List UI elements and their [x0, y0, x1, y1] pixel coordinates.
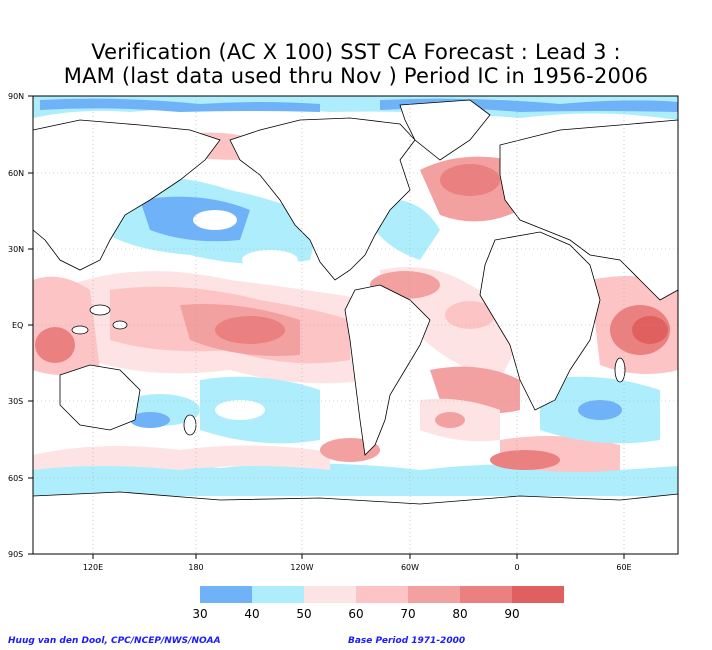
map-title-line-1: Verification (AC X 100) SST CA Forecast …: [91, 40, 621, 64]
south-america-land: [344, 284, 431, 456]
lon-label-120w: 120W: [290, 563, 313, 572]
maritime-continent-island: [112, 320, 128, 330]
lon-label-180: 180: [188, 563, 203, 572]
legend-label-50: 50: [296, 607, 311, 621]
graticule: [33, 96, 678, 554]
antarctica-land: [33, 491, 678, 554]
legend-label-60: 60: [348, 607, 363, 621]
legend-swatch-60-70: [356, 586, 408, 603]
legend-swatch-30-40: [200, 586, 252, 603]
north-america-land: [229, 117, 416, 281]
greenland-land: [399, 99, 491, 161]
legend-label-90: 90: [504, 607, 519, 621]
africa-land: [479, 231, 601, 411]
ticks: [28, 95, 625, 559]
maritime-continent-island: [71, 325, 89, 335]
legend-label-70: 70: [400, 607, 415, 621]
lat-label-90s: 90S: [8, 550, 23, 559]
lat-label-90n: 90N: [8, 92, 24, 101]
eurasia-land-east: [499, 119, 678, 301]
lat-label-30n: 30N: [8, 245, 24, 254]
lon-label-60e: 60E: [616, 563, 631, 572]
lat-label-30s: 30S: [8, 397, 23, 406]
author-credit: Huug van den Dool, CPC/NCEP/NWS/NOAA: [8, 636, 221, 646]
legend-label-40: 40: [244, 607, 259, 621]
coastlines: [33, 99, 678, 554]
new-zealand-land: [183, 414, 197, 436]
lon-label-0: 0: [514, 563, 519, 572]
lat-label-60s: 60S: [8, 474, 23, 483]
legend-swatch-90-plus: [512, 586, 564, 603]
lon-label-60w: 60W: [401, 563, 419, 572]
legend-swatch-70-80: [408, 586, 460, 603]
legend-swatch-40-50: [252, 586, 304, 603]
maritime-continent-island: [89, 304, 111, 316]
base-period-note: Base Period 1971-2000: [348, 636, 466, 646]
legend-label-30: 30: [192, 607, 207, 621]
lon-label-120e: 120E: [83, 563, 103, 572]
legend-swatch-80-90: [460, 586, 512, 603]
lat-label-eq: EQ: [12, 321, 23, 330]
lat-label-60n: 60N: [8, 169, 24, 178]
color-legend: 30 40 50 60 70 80 90: [192, 586, 564, 621]
map-title-line-2: MAM (last data used thru Nov ) Period IC…: [63, 64, 649, 88]
asia-land-west: [33, 119, 221, 271]
legend-swatch-50-60: [304, 586, 356, 603]
legend-label-80: 80: [452, 607, 467, 621]
madagascar-land: [614, 357, 626, 383]
australia-land: [59, 364, 141, 431]
